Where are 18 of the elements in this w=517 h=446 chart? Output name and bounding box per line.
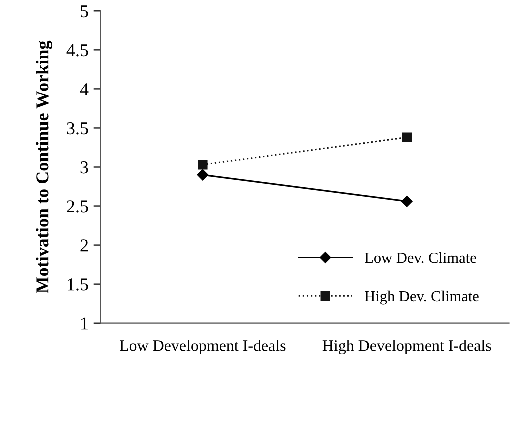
point — [197, 169, 209, 181]
legend-label: High Dev. Climate — [365, 290, 479, 305]
y-tick-label: 2.5 — [67, 200, 88, 213]
y-tick-label: 1.5 — [68, 278, 88, 291]
y-tick-label: 3 — [80, 162, 88, 174]
y-axis-title: Motivation to Continue Working — [36, 40, 53, 294]
point — [402, 196, 413, 208]
point — [402, 132, 412, 142]
legend-label: Low Dev. Climate — [365, 252, 476, 264]
y-tick-label: 4.5 — [66, 44, 88, 57]
x-tick-label: High Development I-deals — [322, 340, 492, 355]
x-tick-label: Low Development I-deals — [120, 340, 286, 354]
y-tick-label: 3.5 — [67, 122, 88, 135]
point — [198, 160, 208, 170]
y-tick-label: 4 — [80, 84, 89, 96]
y-tick-label: 5 — [81, 6, 88, 18]
y-tick-label: 2 — [80, 240, 88, 252]
y-tick-label: 1 — [82, 318, 88, 330]
